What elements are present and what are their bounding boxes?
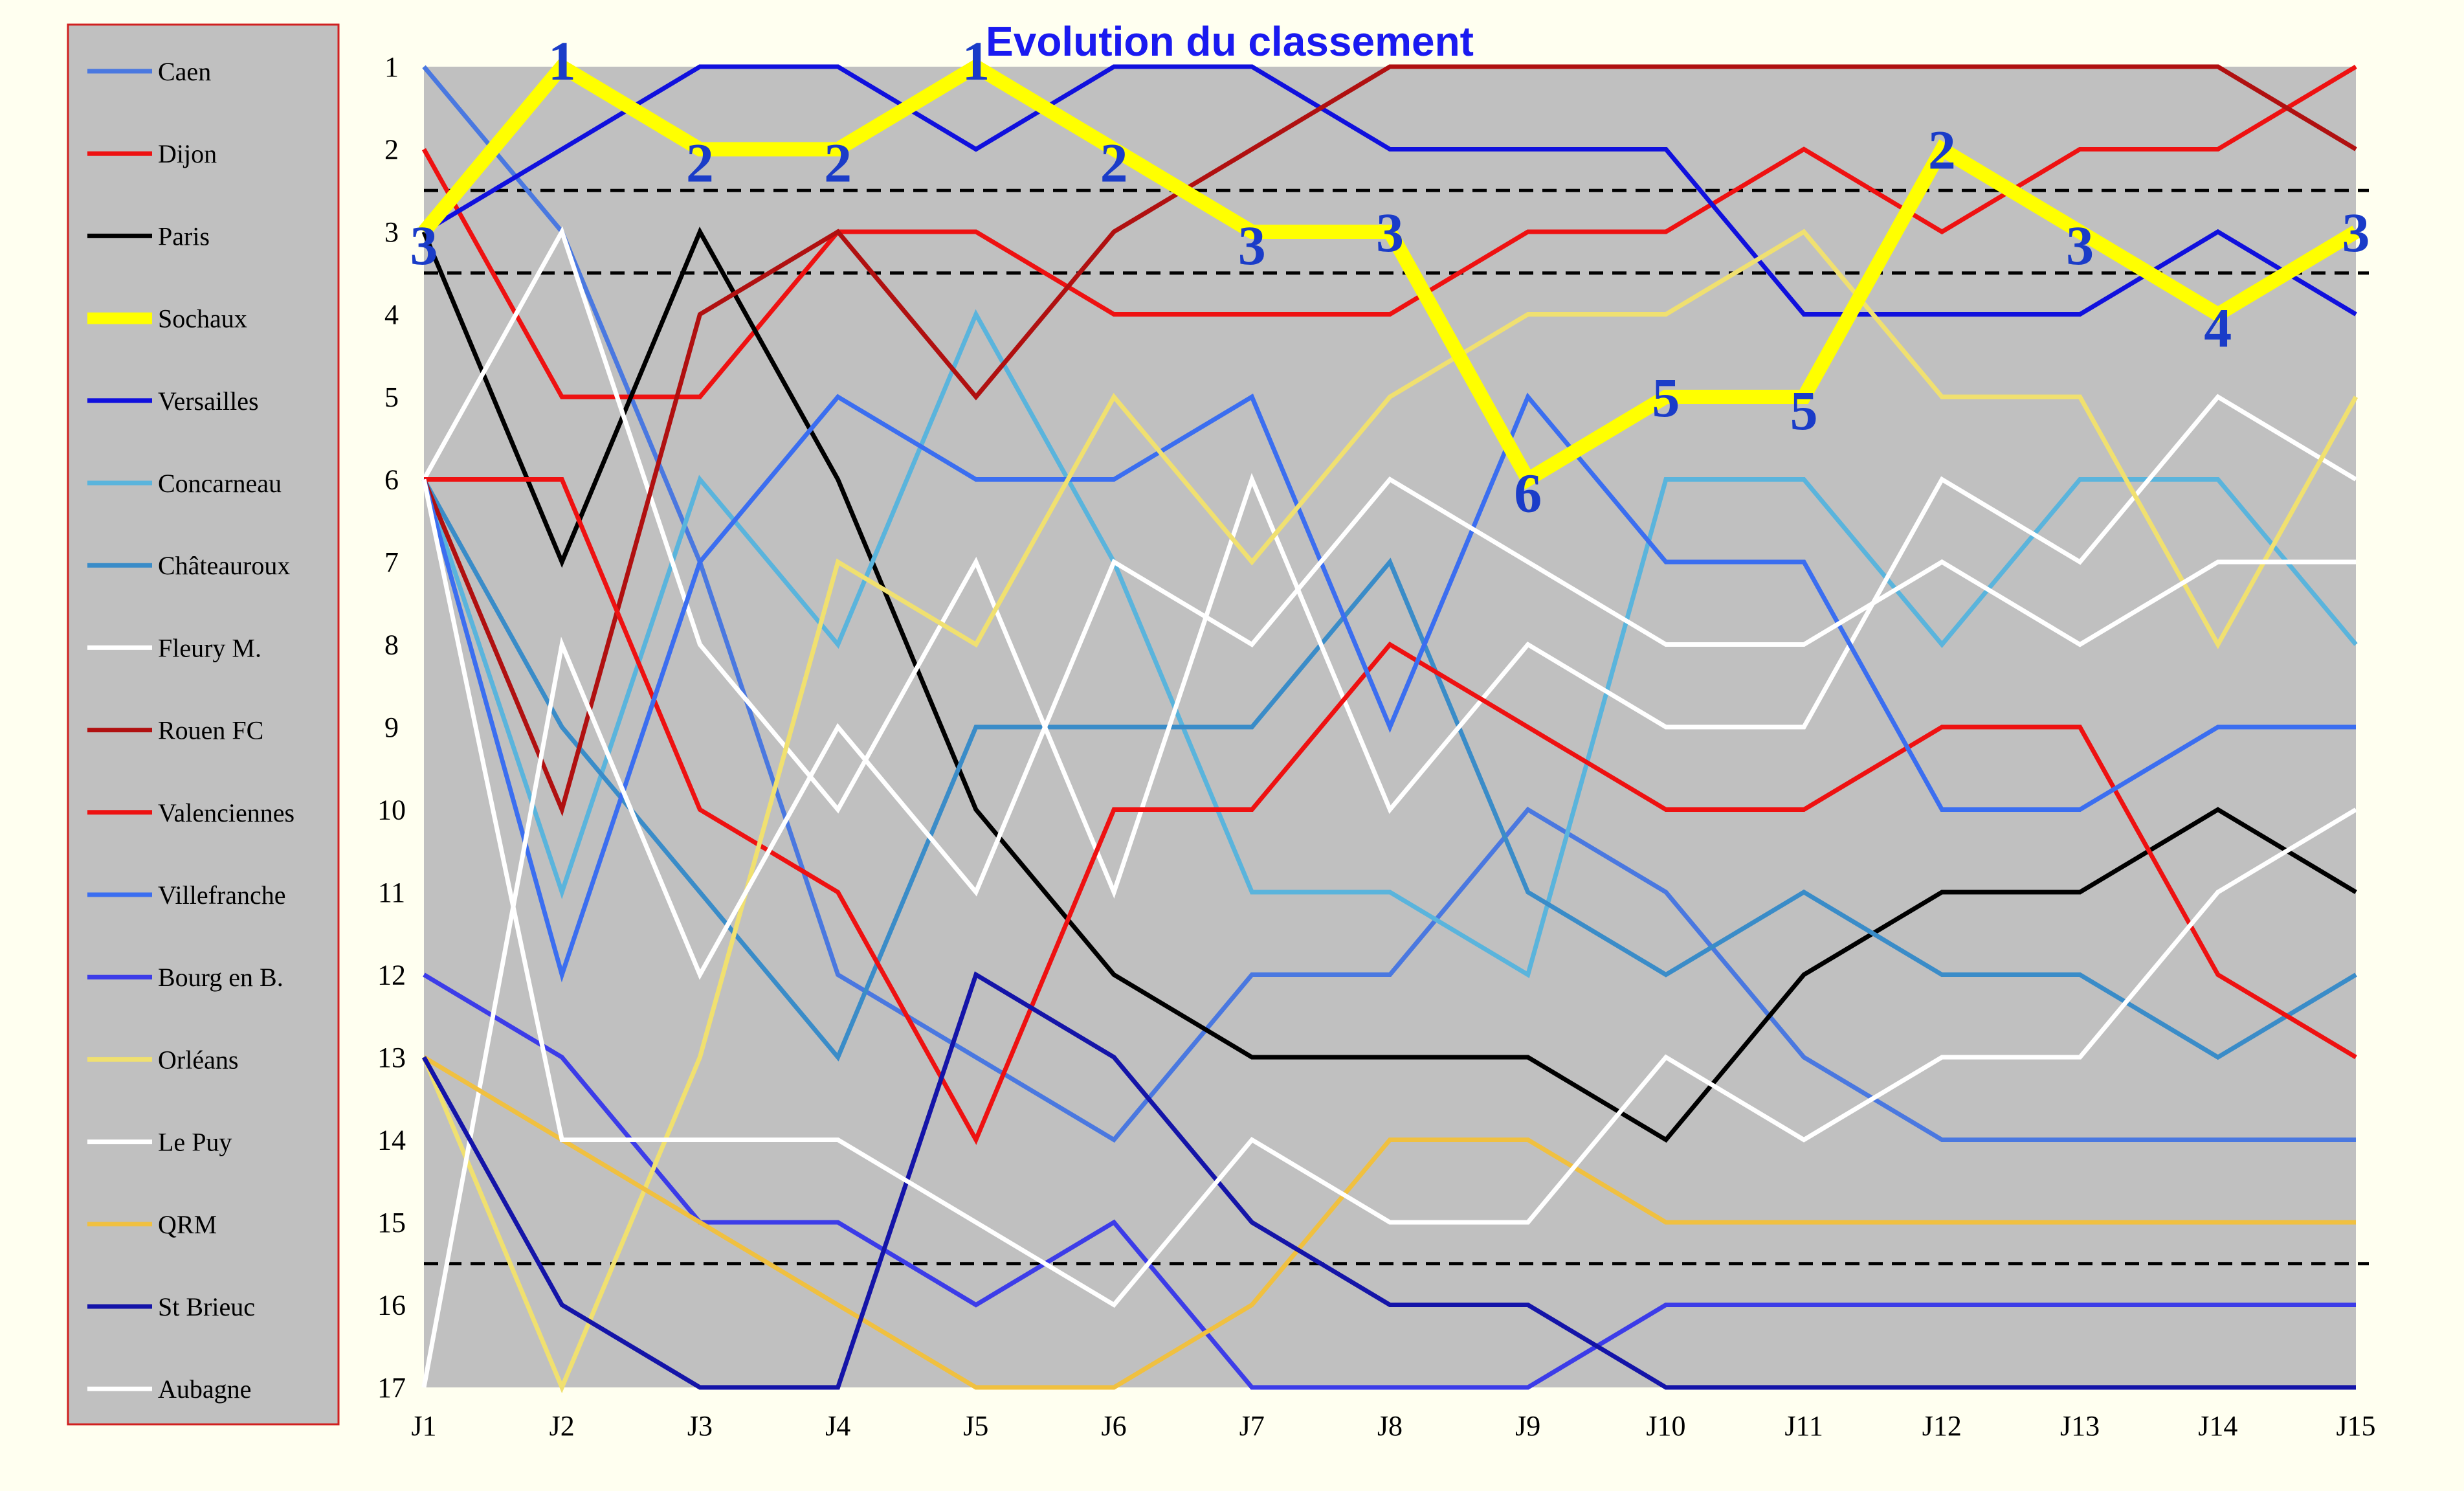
legend-label-versailles: Versailles: [158, 387, 259, 416]
rank-label-j9: 6: [1514, 462, 1542, 524]
y-tick-label-6: 6: [384, 464, 399, 496]
series-line-st-brieuc: [421, 971, 2356, 1390]
series-line-qrm: [423, 1055, 2356, 1390]
legend-box: [67, 23, 340, 1426]
legend-label-concarneau: Concarneau: [158, 469, 282, 498]
legend-label-bourg-en-b: Bourg en B.: [158, 963, 283, 992]
rank-label-j10: 5: [1652, 366, 1680, 429]
series-lines: [418, 57, 2360, 1394]
x-tick-label-j2: J2: [549, 1410, 575, 1442]
x-tick-label-j4: J4: [825, 1410, 850, 1442]
legend-label-rouen-fc: Rouen FC: [158, 716, 263, 745]
y-tick-label-10: 10: [377, 794, 406, 826]
rank-label-j4: 2: [824, 132, 852, 194]
rank-label-j6: 2: [1100, 132, 1128, 194]
x-tick-label-j10: J10: [1646, 1410, 1685, 1442]
series-line-versailles: [423, 64, 2357, 317]
y-tick-label-14: 14: [377, 1125, 406, 1156]
legend-label-villefranche: Villefranche: [158, 880, 285, 910]
legend-label-aubagne: Aubagne: [158, 1374, 251, 1404]
rank-label-j7: 3: [1238, 214, 1266, 276]
x-tick-label-j15: J15: [2336, 1410, 2375, 1442]
x-tick-label-j3: J3: [687, 1410, 713, 1442]
y-tick-label-17: 17: [377, 1372, 406, 1404]
legend-label-caen: Caen: [158, 57, 211, 86]
rank-label-j11: 5: [1790, 379, 1818, 442]
x-tick-label-j8: J8: [1377, 1410, 1403, 1442]
legend-label-qrm: QRM: [158, 1210, 217, 1239]
rank-label-j5: 1: [962, 30, 990, 92]
rank-label-j12: 2: [1928, 119, 1956, 181]
y-tick-label-16: 16: [377, 1290, 406, 1321]
y-tick-label-5: 5: [384, 381, 399, 413]
series-line-chateauroux: [421, 478, 2357, 1062]
y-tick-label-8: 8: [384, 629, 399, 661]
rank-label-j15: 3: [2342, 201, 2370, 263]
legend-label-st-brieuc: St Brieuc: [158, 1292, 255, 1321]
legend: Caen Dijon Paris Sochaux Versailles Concarnea…: [87, 57, 294, 1404]
x-tick-label-j9: J9: [1515, 1410, 1540, 1442]
y-tick-label-3: 3: [384, 216, 399, 248]
x-tick-label-j12: J12: [1922, 1410, 1962, 1442]
y-tick-label-4: 4: [384, 299, 399, 331]
y-tick-label-7: 7: [384, 546, 399, 578]
highlight-rank-labels: 3 1 2 2 1 2 3 3 6 5 5 2 3 4 3: [410, 30, 2370, 524]
series-line-sochaux: [418, 57, 2360, 489]
series-line-fleury-m: [421, 226, 2357, 899]
rank-label-j1: 3: [410, 214, 438, 276]
reference-lines: [424, 188, 2369, 1266]
rank-label-j14: 4: [2204, 297, 2232, 359]
y-tick-label-2: 2: [384, 134, 399, 166]
x-tick-label-j11: J11: [1784, 1410, 1823, 1442]
legend-label-chateauroux: Châteauroux: [158, 551, 290, 580]
series-line-dijon: [421, 64, 2357, 399]
legend-label-sochaux: Sochaux: [158, 304, 247, 333]
y-tick-label-9: 9: [384, 712, 399, 743]
x-tick-label-j5: J5: [963, 1410, 988, 1442]
y-tick-label-12: 12: [377, 959, 406, 991]
chart-title: Evolution du classement: [986, 18, 1474, 65]
legend-label-fleury-m: Fleury M.: [158, 633, 261, 662]
series-line-le-puy: [421, 476, 2356, 1388]
y-tick-label-15: 15: [377, 1207, 406, 1239]
y-tick-label-1: 1: [384, 51, 399, 83]
rank-label-j3: 2: [686, 132, 714, 194]
x-tick-label-j14: J14: [2198, 1410, 2237, 1442]
series-line-bourg-en-b: [423, 972, 2356, 1390]
series-line-aubagne: [421, 478, 2357, 1308]
series-line-rouen-fc: [421, 64, 2357, 817]
series-line-paris: [421, 227, 2357, 1143]
x-tick-label-j1: J1: [411, 1410, 436, 1442]
series-line-villefranche: [421, 392, 2356, 983]
y-tick-label-13: 13: [377, 1042, 406, 1073]
rank-label-j13: 3: [2066, 214, 2094, 276]
y-tick-label-11: 11: [378, 877, 405, 908]
series-line-valenciennes: [424, 477, 2357, 1145]
rank-label-j8: 3: [1376, 201, 1404, 263]
x-tick-label-j13: J13: [2060, 1410, 2100, 1442]
legend-label-paris: Paris: [158, 221, 210, 251]
x-tick-label-j7: J7: [1239, 1410, 1265, 1442]
rank-label-j2: 1: [548, 30, 576, 92]
legend-label-dijon: Dijon: [158, 139, 217, 168]
x-axis-ticks: J1 J2 J3 J4 J5 J6 J7 J8 J9 J10 J11 J12 J13 J14 J15: [411, 1410, 2375, 1442]
legend-label-le-puy: Le Puy: [158, 1128, 232, 1157]
legend-label-valenciennes: Valenciennes: [158, 798, 294, 827]
legend-label-orleans: Orléans: [158, 1045, 238, 1074]
x-tick-label-j6: J6: [1102, 1410, 1127, 1442]
